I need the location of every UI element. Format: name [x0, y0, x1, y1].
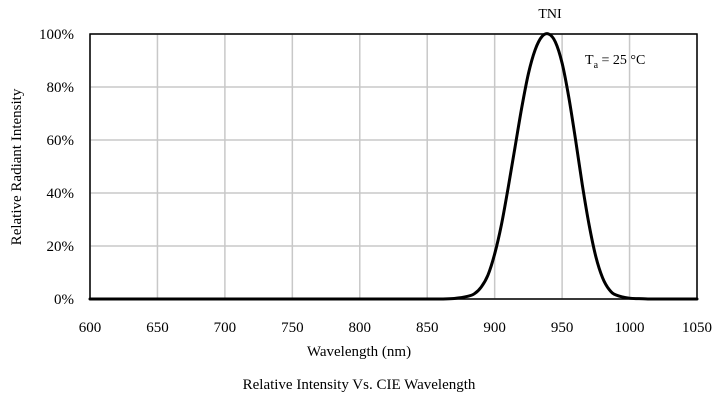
y-tick-labels: 0% 20% 40% 60% 80% 100% — [39, 27, 74, 308]
y-tick-label: 60% — [47, 133, 75, 149]
x-tick-label: 650 — [146, 320, 169, 336]
x-tick-label: 1050 — [682, 320, 712, 336]
annotation-base: T — [585, 53, 594, 68]
temperature-annotation: Ta = 25 °C — [585, 53, 645, 71]
chart-title: TNI — [538, 7, 562, 22]
annotation-rest: = 25 °C — [598, 53, 645, 68]
y-tick-label: 20% — [47, 239, 75, 255]
chart-caption: Relative Intensity Vs. CIE Wavelength — [243, 377, 476, 393]
y-tick-label: 40% — [47, 186, 75, 202]
x-tick-label: 800 — [349, 320, 372, 336]
x-tick-label: 750 — [281, 320, 304, 336]
series-line — [88, 32, 699, 301]
plot-frame — [89, 33, 698, 300]
annotation-subscript: a — [594, 60, 599, 71]
x-tick-label: 900 — [483, 320, 506, 336]
x-tick-label: 700 — [214, 320, 237, 336]
y-axis-label: Relative Radiant Intensity — [9, 88, 25, 245]
x-axis-label: Wavelength (nm) — [307, 344, 411, 360]
x-tick-label: 850 — [416, 320, 439, 336]
grid — [89, 33, 698, 300]
x-tick-labels: 600 650 700 750 800 850 900 950 1000 1050 — [79, 320, 712, 336]
x-tick-label: 950 — [551, 320, 574, 336]
y-tick-label: 80% — [47, 80, 75, 96]
y-tick-label: 0% — [54, 292, 74, 308]
x-tick-label: 1000 — [615, 320, 645, 336]
y-tick-label: 100% — [39, 27, 74, 43]
x-tick-label: 600 — [79, 320, 102, 336]
